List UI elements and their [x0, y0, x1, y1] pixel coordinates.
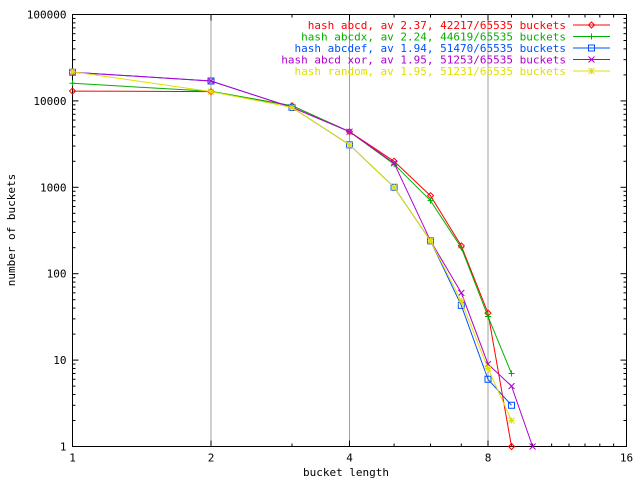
y-tick-label: 1: [60, 441, 67, 454]
data-point: [507, 442, 516, 451]
series-2: [69, 80, 515, 377]
data-point: [390, 159, 398, 167]
legend-label: hash abcd, av 2.37, 42217/65535 buckets: [308, 19, 566, 32]
legend: hash abcd, av 2.37, 42217/65535 bucketsh…: [281, 19, 610, 78]
data-point: [458, 244, 465, 251]
x-tick-label: 2: [208, 452, 215, 465]
series-1: [68, 87, 516, 451]
data-point: [457, 297, 465, 305]
data-point: [588, 44, 595, 52]
series-3: [69, 68, 516, 409]
data-point: [508, 417, 515, 424]
data-point: [68, 87, 77, 95]
series-line: [72, 82, 512, 374]
y-tick-label: 1000: [40, 181, 67, 194]
tick-layer: 1 2 4 8 16 1 10 100 1000 10000 100000: [27, 9, 633, 465]
series-line: [72, 71, 512, 406]
data-point: [588, 33, 595, 40]
data-point: [427, 237, 434, 245]
data-point: [427, 197, 434, 204]
data-point: [288, 104, 296, 111]
data-point: [587, 21, 596, 29]
data-point: [508, 370, 515, 377]
series-layer: [68, 68, 536, 451]
x-tick-label: 1: [69, 452, 76, 465]
data-point: [588, 56, 595, 63]
series-line: [72, 71, 512, 421]
data-point: [457, 289, 465, 297]
data-point: [346, 128, 353, 136]
y-tick-label: 10: [53, 354, 66, 367]
series-line: [72, 90, 512, 447]
legend-label: hash abcdef, av 1.94, 51470/65535 bucket…: [294, 42, 566, 55]
data-point: [485, 313, 491, 320]
data-point: [346, 141, 353, 149]
data-point: [69, 80, 76, 87]
legend-label: hash abcdx, av 2.24, 44619/65535 buckets: [301, 31, 566, 44]
data-point: [390, 183, 398, 191]
data-point: [484, 375, 492, 383]
series-line: [72, 71, 534, 447]
x-tick-label: 16: [620, 452, 633, 465]
y-tick-label: 100000: [27, 9, 67, 22]
x-tick-label: 8: [485, 452, 492, 465]
series-5: [69, 68, 515, 424]
data-point: [529, 443, 536, 450]
data-point: [508, 382, 515, 390]
y-tick-label: 10000: [33, 95, 66, 108]
y-tick-label: 100: [47, 268, 67, 281]
legend-label: hash random, av 1.95, 51231/65535 bucket…: [294, 65, 566, 78]
data-point: [207, 88, 215, 95]
y-axis-label: number of buckets: [5, 174, 18, 287]
grid-layer: [210, 14, 489, 447]
data-point: [69, 68, 76, 76]
x-axis-label: bucket length: [303, 466, 389, 479]
data-point: [207, 77, 215, 85]
data-point: [588, 67, 595, 75]
legend-label: hash abcd xor, av 1.95, 51253/65535 buck…: [281, 54, 566, 67]
x-tick-label: 4: [346, 452, 353, 465]
data-point: [484, 365, 492, 372]
data-point: [508, 401, 516, 409]
